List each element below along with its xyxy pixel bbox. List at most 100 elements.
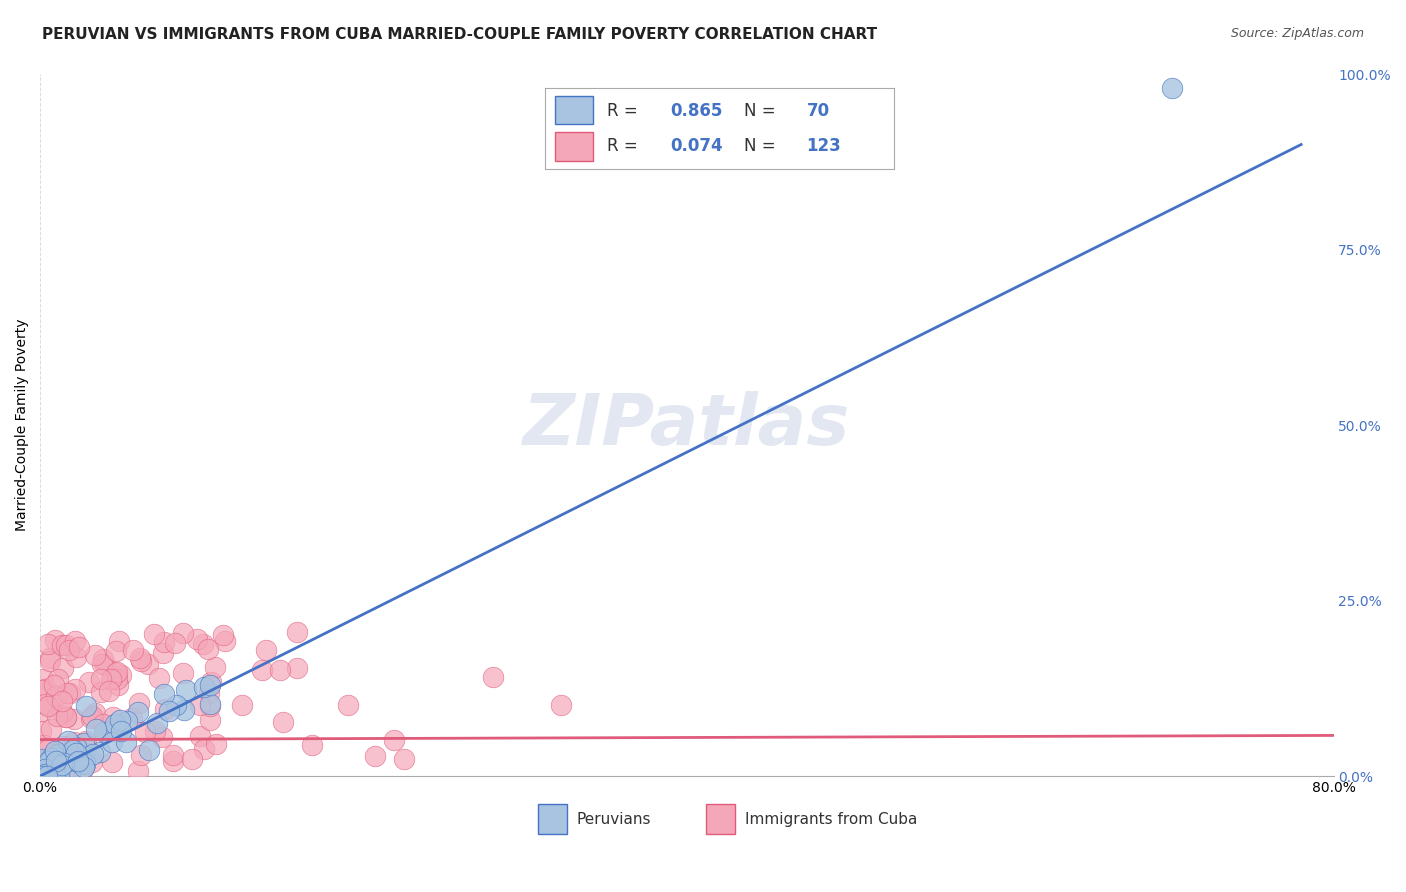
Point [104,666,127,681]
Point [45,689,67,703]
Point [62,743,84,757]
Y-axis label: Married-Couple Family Poverty: Married-Couple Family Poverty [15,318,30,532]
FancyBboxPatch shape [706,805,735,834]
Point [38,754,60,768]
Point [143,724,166,739]
Point [52,739,75,753]
Point [107,672,129,686]
Point [34,698,56,712]
Point [62,752,84,766]
Point [39,751,62,765]
Point [153,702,176,716]
Point [51,758,73,772]
Point [42,678,65,692]
Point [52,749,75,764]
Point [159,705,181,719]
Point [101,755,124,769]
Point [128,651,150,665]
Point [82,747,104,761]
Point [90,672,112,686]
Point [46,747,69,762]
Point [205,737,228,751]
Point [37,769,59,783]
Point [55,710,77,724]
Point [91,652,114,666]
Point [127,705,149,719]
Point [80,711,103,725]
Point [73,760,96,774]
Point [45,756,67,771]
Point [46,747,69,761]
Point [39,768,62,782]
Point [186,632,208,646]
Point [58,752,80,766]
Point [91,717,114,731]
Point [67,756,90,770]
Point [77,675,100,690]
Point [39,654,62,668]
Point [52,661,75,675]
Point [392,752,415,766]
Text: Source: ZipAtlas.com: Source: ZipAtlas.com [1230,27,1364,40]
Point [37,637,59,651]
Point [198,678,221,692]
Point [58,643,80,657]
Point [34,767,56,781]
Point [31,704,53,718]
Point [75,738,97,752]
Point [58,745,80,759]
Point [44,744,66,758]
Point [145,715,167,730]
Point [53,763,76,777]
Point [72,746,94,760]
Point [254,643,277,657]
Point [44,633,66,648]
Point [285,625,308,640]
Point [127,764,149,778]
Point [46,673,69,687]
Point [214,634,236,648]
Point [198,686,221,700]
Point [271,715,294,730]
Point [110,723,132,738]
Point [37,742,59,756]
Point [148,672,170,686]
Point [48,769,70,783]
Point [1160,81,1182,95]
Point [162,754,184,768]
Point [37,769,59,783]
Point [204,660,226,674]
Point [84,706,107,720]
Point [51,638,73,652]
FancyBboxPatch shape [538,805,567,834]
Point [172,625,194,640]
Point [75,733,97,747]
Point [63,751,86,765]
Point [31,769,53,783]
Point [550,698,572,713]
Point [51,694,73,708]
Point [75,698,97,713]
Point [231,698,253,712]
Point [152,688,174,702]
Point [193,680,215,694]
Point [165,636,187,650]
Point [198,697,221,711]
Point [32,769,55,783]
Point [62,735,84,749]
Point [121,711,143,725]
Point [90,657,112,672]
Point [65,747,87,761]
Point [32,738,55,752]
Point [39,763,62,777]
Point [100,723,122,738]
Point [128,696,150,710]
Point [382,733,405,747]
Point [32,672,55,686]
Point [107,633,129,648]
Point [56,734,79,748]
Point [301,738,323,752]
Point [143,627,166,641]
Point [59,769,82,783]
Point [129,654,152,668]
